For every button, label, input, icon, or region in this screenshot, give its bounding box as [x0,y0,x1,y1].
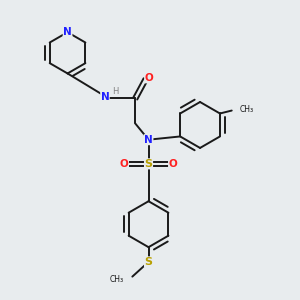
Text: O: O [145,73,154,83]
Text: N: N [144,135,153,145]
Text: O: O [120,159,128,169]
Text: H: H [112,88,119,97]
Text: O: O [169,159,177,169]
Text: N: N [100,92,109,102]
Text: CH₃: CH₃ [110,275,124,284]
Text: CH₃: CH₃ [240,105,254,114]
Text: S: S [145,159,152,169]
Text: N: N [63,27,72,37]
Text: S: S [145,257,152,267]
